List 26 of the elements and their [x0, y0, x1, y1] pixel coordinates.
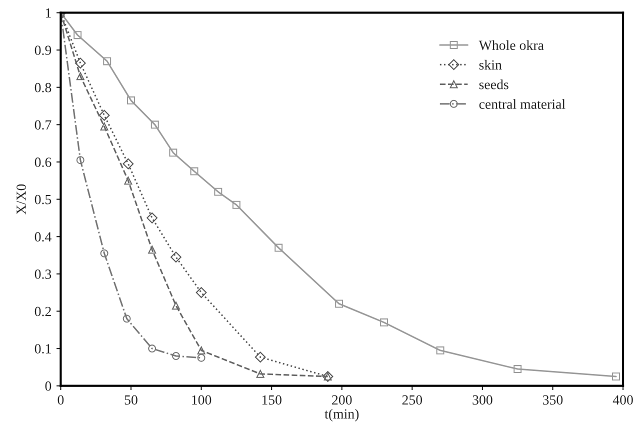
y-tick-label: 0.9: [34, 46, 52, 56]
y-tick-label: 0.7: [34, 120, 52, 130]
y-tick-label: 0.6: [34, 158, 52, 167]
x-tick-label: 0: [58, 395, 64, 405]
y-axis-title: X/X0: [16, 184, 26, 214]
x-tick-label: 350: [542, 395, 563, 405]
x-tick-label: 100: [192, 395, 212, 405]
y-tick-label: 1: [46, 8, 51, 18]
y-tick-label: 0: [45, 381, 52, 391]
y-tick-label: 0.8: [34, 82, 52, 92]
y-tick-label: 0.5: [34, 194, 52, 204]
y-tick-label: 0.3: [34, 269, 52, 279]
x-tick-label: 400: [612, 395, 633, 405]
x-tick-label: 200: [332, 395, 352, 405]
legend-label: Whole okra: [478, 40, 544, 50]
x-tick-label: 50: [124, 395, 138, 405]
y-tick-label: 0.1: [34, 344, 51, 354]
x-tick-label: 150: [262, 395, 282, 405]
legend-label: seeds: [479, 79, 508, 90]
x-tick-label: 300: [472, 395, 492, 405]
y-tick-label: 0.2: [34, 306, 51, 316]
y-tick-label: 0.4: [34, 232, 52, 242]
legend-label: central material: [479, 99, 566, 109]
legend-label: skin: [479, 60, 502, 70]
x-axis-title: t(min): [324, 408, 359, 422]
x-tick-label: 250: [402, 395, 422, 405]
